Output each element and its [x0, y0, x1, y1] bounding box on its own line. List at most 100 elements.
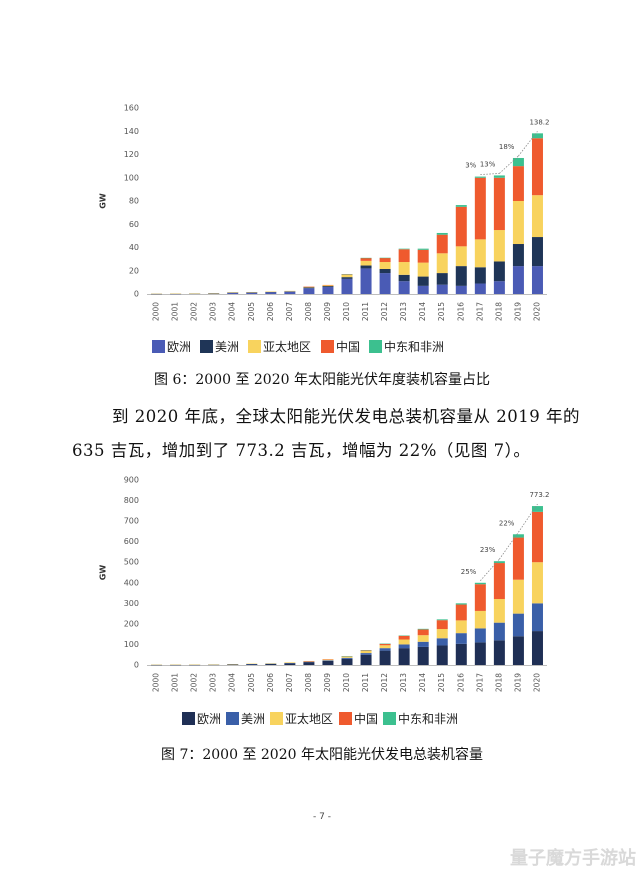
bar-segment [436, 629, 448, 639]
bar-segment [417, 262, 429, 277]
bar-segment [303, 661, 315, 662]
bar-segment [512, 266, 524, 294]
x-tick-label: 2008 [304, 673, 313, 692]
y-tick-label: 40 [129, 243, 139, 252]
bar-segment [322, 285, 334, 287]
bar-segment [398, 648, 410, 665]
bar-segment [474, 283, 486, 294]
bar-segment [512, 537, 524, 580]
bar-segment [398, 644, 410, 649]
x-tick-label: 2009 [323, 302, 332, 321]
x-tick-label: 2006 [266, 302, 275, 321]
legend-swatch [226, 712, 239, 725]
bar-segment [436, 284, 448, 294]
x-tick-label: 2011 [361, 673, 370, 692]
legend-swatch [383, 712, 396, 725]
x-tick-label: 2003 [209, 302, 218, 321]
paragraph-line-2: 635 吉瓦，增加到了 773.2 吉瓦，增幅为 22%（见图 7）。 [72, 441, 531, 460]
bar-segment [379, 273, 391, 294]
legend-label: 亚太地区 [285, 711, 333, 726]
bar-segment [474, 176, 486, 178]
x-tick-label: 2007 [285, 302, 294, 321]
bar-segment [436, 645, 448, 665]
bar-segment [512, 613, 524, 637]
bar-segment [284, 291, 296, 294]
growth-connector [518, 131, 538, 157]
y-tick-label: 900 [124, 476, 139, 485]
x-tick-label: 2008 [304, 302, 313, 321]
bar-segment [322, 660, 334, 665]
x-tick-label: 2009 [323, 673, 332, 692]
bar-segment [531, 506, 543, 512]
bar-segment [417, 646, 429, 665]
bar-segment [417, 635, 429, 642]
bar-segment [227, 664, 239, 665]
bar-segment [322, 287, 334, 294]
x-tick-label: 2012 [380, 302, 389, 321]
bar-segment [322, 659, 334, 661]
bar-segment [493, 599, 505, 623]
x-tick-label: 2020 [532, 673, 541, 692]
bar-segment [474, 642, 486, 665]
bar-segment [341, 656, 353, 658]
x-tick-label: 2014 [418, 673, 427, 692]
legend-label: 美洲 [215, 340, 239, 354]
bar-segment [417, 629, 429, 636]
bar-segment [417, 285, 429, 294]
bar-segment [398, 635, 410, 640]
page-number: - 7 - [313, 812, 331, 822]
total-installed-capacity-chart: GW 0 100 200 300 400 500 600 700 800 900 2000 2001 20… [99, 476, 550, 693]
bar-segment [455, 620, 467, 634]
bar-segment [360, 260, 372, 266]
legend-label: 中国 [354, 711, 378, 726]
bar-segment [341, 277, 353, 279]
x-tick-label: 2015 [437, 302, 446, 321]
bar-segment [341, 274, 353, 278]
bar-segment [284, 662, 296, 663]
bar-segment [360, 265, 372, 269]
bar-segment [322, 286, 334, 288]
y-tick-label: 600 [124, 537, 139, 546]
bar-segment [436, 619, 448, 621]
bar-segment [493, 281, 505, 294]
y-tick-label: 800 [124, 496, 139, 505]
y-tick-label: 160 [124, 104, 139, 113]
bar-segment [493, 561, 505, 564]
legend-swatch [152, 340, 165, 353]
legend-label: 欧洲 [197, 712, 221, 726]
x-tick-label: 2016 [456, 302, 465, 321]
bar-segment [398, 274, 410, 282]
x-tick-label: 2018 [494, 302, 503, 321]
bar-segment [474, 239, 486, 268]
legend-swatch [339, 712, 352, 725]
growth-annotation: 22% [499, 519, 515, 527]
bar-segment [303, 286, 315, 288]
x-tick-label: 2019 [513, 302, 522, 321]
y-tick-label: 140 [124, 127, 139, 136]
bar-segment [512, 244, 524, 267]
legend-swatch [182, 712, 195, 725]
x-tick-label: 2007 [285, 673, 294, 692]
bar-segment [360, 653, 372, 655]
bar-segment [512, 579, 524, 614]
bar-segment [379, 262, 391, 270]
bar-segment [455, 603, 467, 605]
bar-segment [341, 658, 353, 665]
bar-segment [265, 663, 277, 665]
x-tick-label: 2015 [437, 673, 446, 692]
legend-label: 中东和非洲 [384, 339, 444, 354]
bar-segment [436, 234, 448, 254]
site-watermark: 量子魔方手游站 [510, 848, 636, 869]
bar-segment [474, 582, 486, 585]
bar-segment [512, 534, 524, 538]
bar-segment [379, 650, 391, 665]
bar-segment [455, 246, 467, 267]
bar-segment [379, 269, 391, 274]
bar-segment [303, 662, 315, 665]
x-tick-label: 2001 [171, 673, 180, 692]
y-tick-label: 80 [129, 197, 139, 206]
y-tick-label: 0 [134, 661, 139, 670]
bar-segment [303, 287, 315, 289]
y-tick-label: 0 [134, 290, 139, 299]
bar-segment [322, 660, 334, 661]
